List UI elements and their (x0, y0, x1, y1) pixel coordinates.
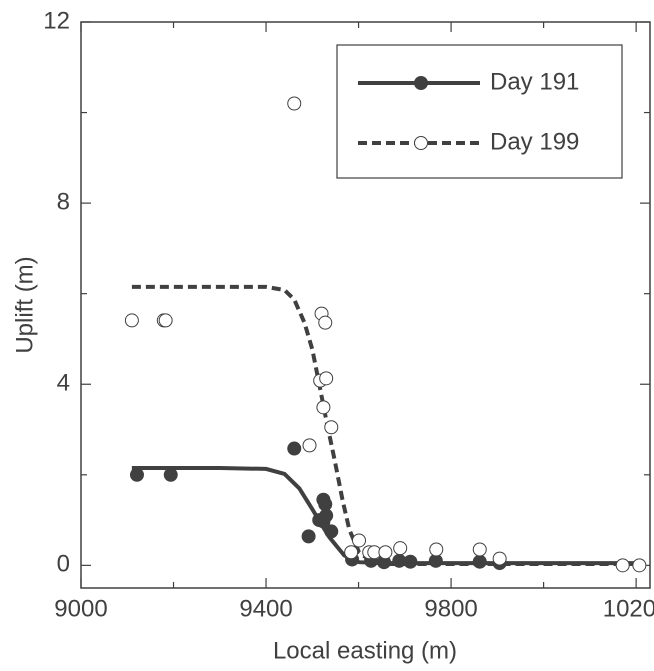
data-point (429, 542, 444, 557)
legend-marker (414, 76, 428, 90)
data-point (492, 551, 507, 566)
data-point (319, 371, 334, 386)
data-point (301, 529, 316, 544)
x-tick-label: 9000 (54, 595, 107, 622)
legend-label: Day 199 (490, 128, 579, 155)
data-point (287, 441, 302, 456)
data-point (393, 541, 408, 556)
y-tick-label: 0 (57, 551, 70, 578)
data-point (403, 554, 418, 569)
data-point (287, 96, 302, 111)
y-tick-label: 8 (57, 188, 70, 215)
data-point (316, 400, 331, 415)
plot-frame (80, 21, 651, 589)
data-point (318, 315, 333, 330)
data-point (158, 313, 173, 328)
data-point (302, 438, 317, 453)
data-point (472, 554, 487, 569)
data-point (344, 545, 359, 560)
y-tick-label: 4 (57, 370, 70, 397)
x-tick-label: 9800 (424, 595, 477, 622)
data-point (615, 558, 630, 573)
data-point (632, 558, 647, 573)
x-axis-title: Local easting (m) (273, 637, 457, 664)
data-point (316, 514, 331, 529)
legend-box (336, 44, 623, 179)
fit-line (131, 284, 640, 567)
legend-label: Day 191 (490, 68, 579, 95)
data-point (129, 467, 144, 482)
y-tick-label: 12 (43, 7, 70, 34)
data-point (324, 524, 339, 539)
data-point (352, 533, 367, 548)
data-point (324, 420, 339, 435)
data-point (472, 542, 487, 557)
data-point (124, 313, 139, 328)
data-point (378, 545, 393, 560)
data-point (163, 467, 178, 482)
x-tick-label: 9400 (239, 595, 292, 622)
y-axis-title: Uplift (m) (11, 256, 38, 353)
legend-marker (414, 136, 428, 150)
